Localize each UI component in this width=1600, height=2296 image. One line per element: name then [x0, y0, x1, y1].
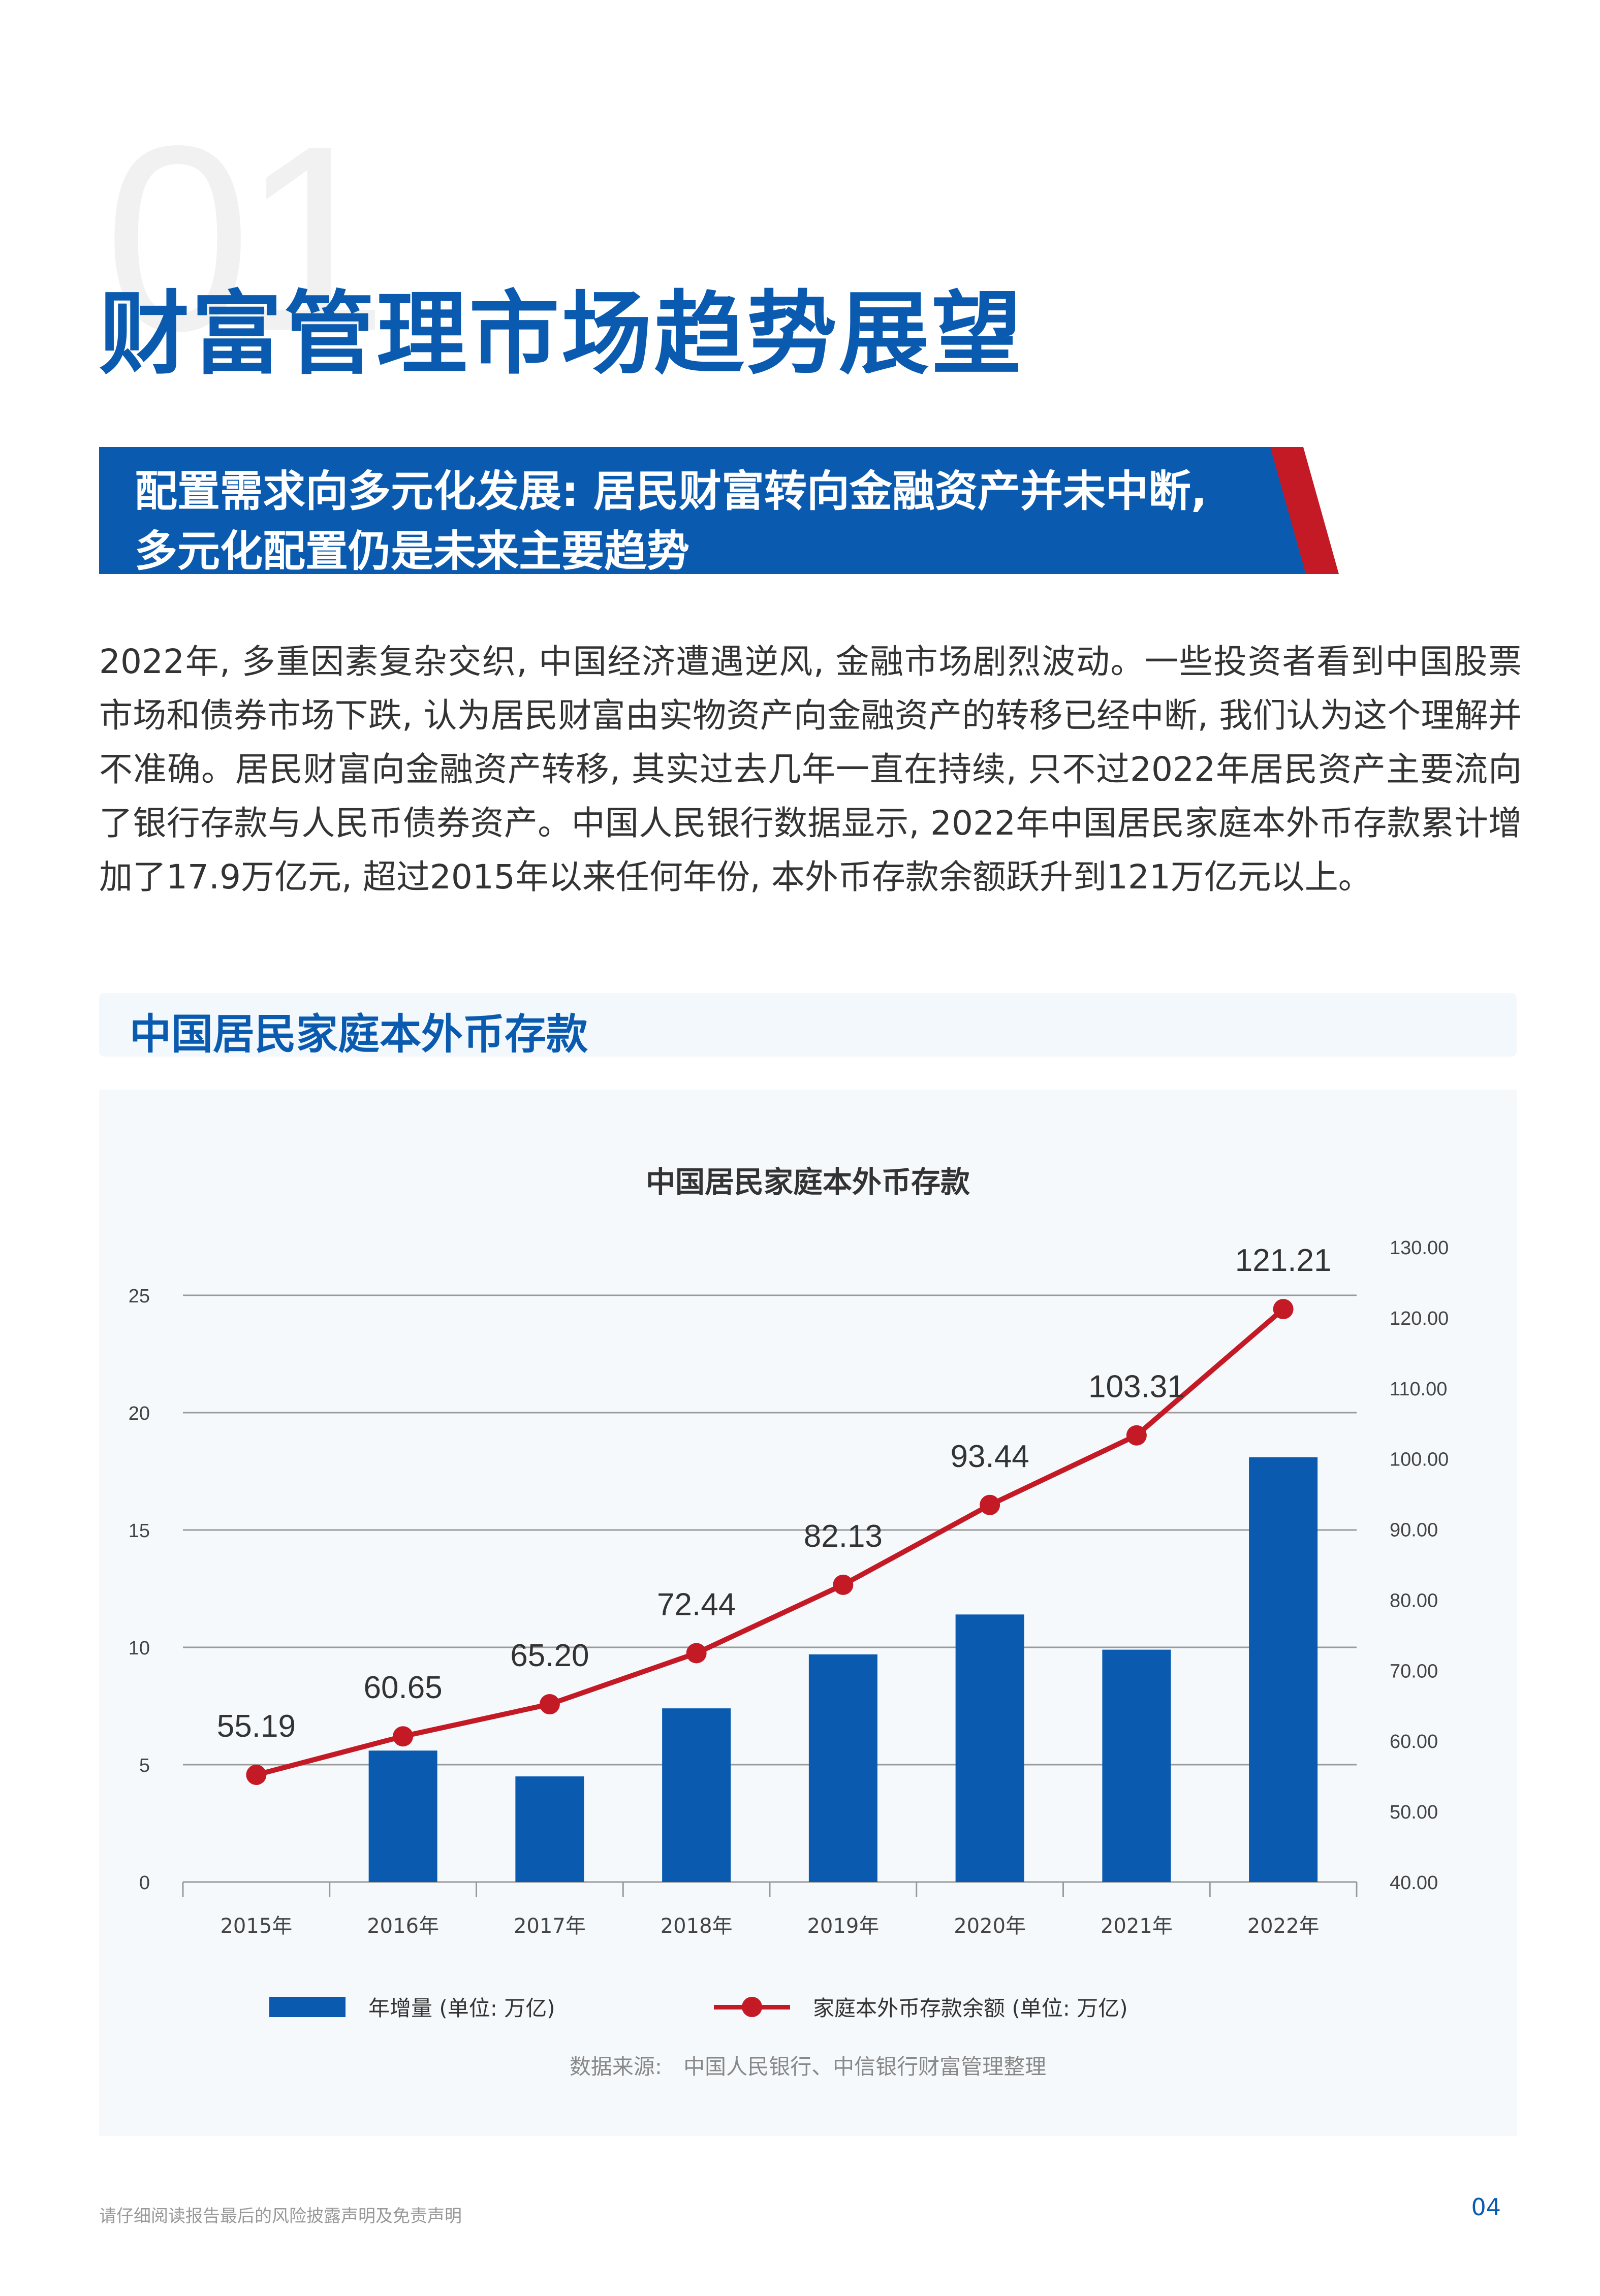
line-marker: [686, 1643, 707, 1664]
bar: [1102, 1649, 1171, 1882]
data-label: 93.44: [951, 1439, 1029, 1474]
data-source: 数据来源: 中国人民银行、中信银行财富管理整理: [569, 2054, 1047, 2079]
x-axis-label: 2015年: [220, 1915, 292, 1938]
body-paragraph: 2022年, 多重因素复杂交织, 中国经济遭遇逆风, 金融市场剧烈波动。一些投资…: [99, 642, 1522, 897]
right-axis-tick: 60.00: [1390, 1731, 1438, 1752]
data-label: 65.20: [510, 1638, 589, 1673]
line-marker: [539, 1694, 560, 1714]
data-label: 103.31: [1088, 1369, 1185, 1405]
right-axis-tick: 130.00: [1390, 1237, 1449, 1259]
chart-card: 中国居民家庭本外币存款 0 5 10 15 20 25 40.00 50.00 60.00 70.…: [99, 1090, 1517, 2136]
section-number-watermark: 01: [104, 91, 388, 386]
balance-line: [256, 1307, 1285, 1777]
bar: [368, 1750, 437, 1882]
right-axis-tick: 70.00: [1390, 1661, 1438, 1682]
banner-line-1: 配置需求向多元化发展: 居民财富转向金融资产并未中断,: [135, 466, 1207, 516]
x-axis-label: 2019年: [807, 1915, 879, 1938]
line-marker-swatch-icon: [714, 1996, 790, 2017]
bar-swatch-icon: [269, 1996, 346, 2017]
left-axis-tick: 0: [139, 1872, 150, 1894]
line-marker: [1273, 1299, 1294, 1320]
line-marker: [980, 1494, 1000, 1515]
right-axis-tick: 40.00: [1390, 1872, 1438, 1894]
left-axis-tick: 15: [129, 1520, 150, 1542]
footer-disclaimer: 请仔细阅读报告最后的风险披露声明及免责声明: [99, 2206, 462, 2226]
right-axis-tick: 90.00: [1390, 1520, 1438, 1541]
right-axis-tick: 50.00: [1390, 1802, 1438, 1823]
x-axis-label: 2018年: [661, 1915, 733, 1938]
left-axis-tick: 10: [129, 1638, 150, 1659]
x-axis-label: 2022年: [1247, 1915, 1320, 1938]
right-axis-tick: 110.00: [1390, 1379, 1447, 1400]
line-marker: [246, 1765, 267, 1785]
bar: [955, 1614, 1024, 1882]
bar: [662, 1708, 731, 1882]
x-axis-label: 2016年: [367, 1915, 439, 1938]
right-axis-tick: 100.00: [1390, 1449, 1449, 1471]
data-label: 82.13: [804, 1519, 883, 1554]
section-heading-bar: 中国居民家庭本外币存款: [99, 993, 1517, 1059]
legend-item-line: 家庭本外币存款余额 (单位: 万亿): [714, 1991, 1128, 2022]
page-title: 财富管理市场趋势展望: [99, 281, 1024, 387]
banner-line-2: 多元化配置仍是未来主要趋势: [135, 526, 690, 576]
legend-label-line: 家庭本外币存款余额 (单位: 万亿): [813, 1996, 1128, 2021]
right-axis-tick: 80.00: [1390, 1590, 1438, 1611]
legend-label-bar: 年增量 (单位: 万亿): [368, 1996, 555, 2021]
section-heading: 中国居民家庭本外币存款: [130, 1010, 588, 1059]
subtitle-banner: 配置需求向多元化发展: 居民财富转向金融资产并未中断, 多元化配置仍是未来主要趋…: [99, 447, 1339, 579]
combo-chart: 0 5 10 15 20 25 40.00 50.00 60.00 70.00 80.00 90.00…: [129, 1237, 1449, 1938]
left-axis-tick: 20: [129, 1403, 150, 1424]
legend-item-bar: 年增量 (单位: 万亿): [269, 1991, 555, 2022]
bar: [808, 1654, 877, 1882]
page-number: 04: [1471, 2193, 1501, 2221]
data-label: 55.19: [217, 1709, 296, 1744]
line-marker: [393, 1726, 414, 1747]
bar: [515, 1776, 584, 1882]
data-label: 60.65: [364, 1670, 443, 1705]
banner-text: 配置需求向多元化发展: 居民财富转向金融资产并未中断, 多元化配置仍是未来主要趋…: [135, 461, 1303, 581]
chart-legend: 年增量 (单位: 万亿) 家庭本外币存款余额 (单位: 万亿): [99, 1991, 1517, 2032]
data-label: 121.21: [1235, 1243, 1332, 1278]
left-axis-tick: 5: [139, 1755, 150, 1776]
left-axis-tick: 25: [129, 1286, 150, 1307]
x-axis-label: 2017年: [514, 1915, 586, 1938]
x-axis-label: 2020年: [954, 1915, 1026, 1938]
right-axis-tick: 120.00: [1390, 1308, 1449, 1329]
line-marker: [833, 1574, 854, 1595]
data-label: 72.44: [657, 1587, 736, 1622]
chart-title: 中国居民家庭本外币存款: [645, 1165, 970, 1199]
banner-background: [99, 447, 1339, 574]
line-marker: [1126, 1425, 1147, 1446]
bar: [1249, 1457, 1318, 1882]
x-axis-label: 2021年: [1101, 1915, 1173, 1938]
